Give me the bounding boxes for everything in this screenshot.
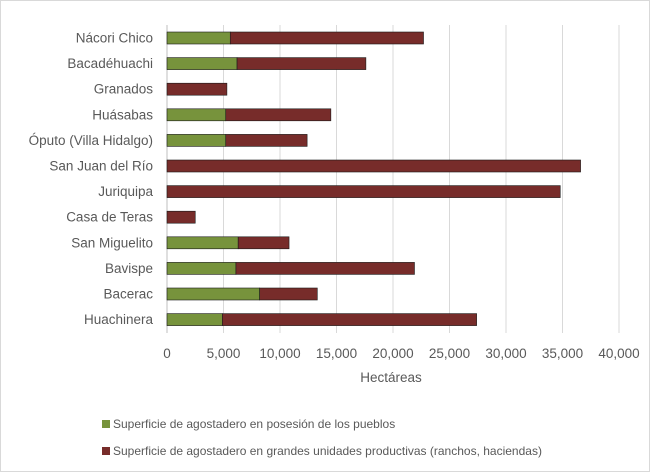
category-label: Juriquipa [98, 184, 153, 199]
bar-grandes-unidades [237, 236, 290, 250]
x-tick-label: 15,000 [316, 346, 357, 361]
x-tick-label: 5,000 [207, 346, 241, 361]
gridlines [166, 25, 620, 333]
category-label: Bacerac [103, 287, 153, 302]
category-labels: Nácori Chico Bacadéhuachi Granados Huásabas… [29, 31, 154, 328]
bars [166, 31, 581, 326]
bar-grandes-unidades [166, 185, 561, 198]
bar-grandes-unidades [166, 210, 196, 224]
bar-grandes-unidades [235, 262, 415, 275]
legend-swatch-grandes-unidades [102, 447, 110, 455]
category-label: San Juan del Río [49, 159, 153, 174]
category-label: San Miguelito [71, 235, 153, 250]
bar-grandes-unidades [229, 31, 424, 45]
x-tick-label: 30,000 [485, 346, 526, 361]
x-tick-labels: 0 5,000 10,000 15,000 20,000 25,000 30,000 35,0… [163, 346, 639, 361]
bar-grandes-unidades [166, 159, 581, 173]
x-tick-label: 20,000 [372, 346, 413, 361]
legend-label-pueblos: Superficie de agostadero en posesión de … [113, 417, 395, 431]
category-label: Óputo (Villa Hidalgo) [29, 133, 153, 148]
category-label: Huásabas [92, 107, 153, 122]
bar-grandes-unidades [225, 108, 332, 122]
bar-pueblos [166, 31, 231, 45]
legend-swatch-pueblos [102, 420, 110, 428]
x-tick-label: 40,000 [598, 346, 639, 361]
x-axis-title: Hectáreas [360, 370, 422, 385]
bar-pueblos [166, 134, 227, 147]
legend: Superficie de agostadero en posesión de … [102, 417, 542, 458]
category-label: Nácori Chico [76, 31, 153, 46]
category-label: Huachinera [84, 312, 154, 327]
bar-pueblos [166, 262, 237, 275]
category-label: Bacadéhuachi [67, 56, 153, 71]
x-tick-label: 25,000 [429, 346, 470, 361]
x-tick-label: 10,000 [259, 346, 300, 361]
bar-pueblos [166, 287, 260, 301]
bar-pueblos [166, 313, 223, 326]
legend-label-grandes-unidades: Superficie de agostadero en grandes unid… [113, 444, 542, 458]
bar-pueblos [166, 108, 227, 122]
bar-pueblos [166, 57, 238, 70]
bar-grandes-unidades [222, 313, 477, 326]
bar-pueblos [166, 236, 239, 250]
bar-grandes-unidades [236, 57, 367, 70]
x-tick-label: 0 [163, 346, 171, 361]
bar-grandes-unidades [166, 82, 228, 96]
category-label: Granados [94, 82, 154, 97]
category-label: Bavispe [105, 261, 153, 276]
bar-grandes-unidades [225, 134, 308, 147]
bar-grandes-unidades [259, 287, 318, 301]
x-tick-label: 35,000 [542, 346, 583, 361]
category-label: Casa de Teras [66, 210, 153, 225]
